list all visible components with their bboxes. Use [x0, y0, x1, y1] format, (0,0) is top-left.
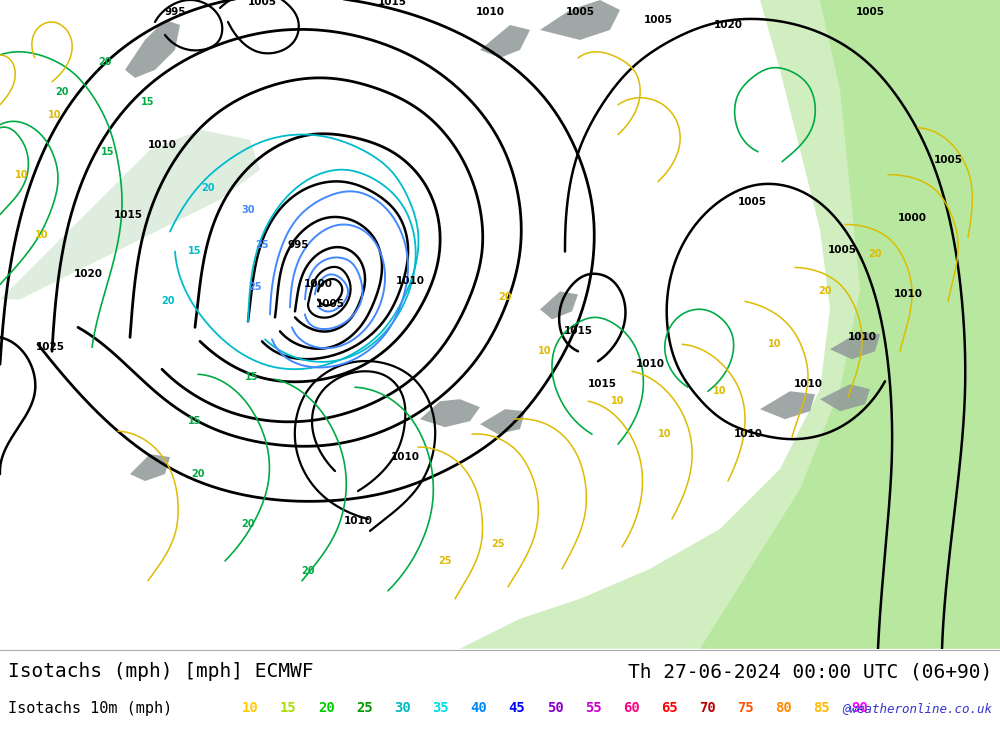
Text: 30: 30	[394, 701, 411, 715]
Text: 1005: 1005	[248, 0, 276, 7]
Polygon shape	[125, 20, 180, 78]
Text: 20: 20	[98, 57, 112, 67]
Text: 1010: 1010	[396, 276, 424, 287]
Text: 25: 25	[438, 556, 452, 566]
Text: 50: 50	[547, 701, 563, 715]
Text: 1005: 1005	[934, 155, 962, 165]
Text: 1010: 1010	[734, 429, 763, 439]
Text: 55: 55	[585, 701, 602, 715]
Text: Th 27-06-2024 00:00 UTC (06+90): Th 27-06-2024 00:00 UTC (06+90)	[628, 662, 992, 681]
Text: 1010: 1010	[848, 332, 876, 342]
Text: 1005: 1005	[828, 245, 856, 254]
Text: 65: 65	[661, 701, 678, 715]
Text: 10: 10	[48, 110, 62, 119]
Polygon shape	[480, 25, 530, 58]
Text: 1015: 1015	[378, 0, 406, 7]
Text: 15: 15	[188, 246, 202, 257]
Polygon shape	[460, 0, 1000, 649]
Text: 995: 995	[287, 240, 309, 249]
Text: Isotachs (mph) [mph] ECMWF: Isotachs (mph) [mph] ECMWF	[8, 662, 314, 681]
Text: 1000: 1000	[304, 279, 332, 290]
Text: 1005: 1005	[738, 196, 767, 207]
Text: 20: 20	[191, 469, 205, 479]
Text: 75: 75	[737, 701, 754, 715]
Text: 45: 45	[509, 701, 525, 715]
Text: 995: 995	[164, 7, 186, 17]
Text: 1000: 1000	[898, 213, 926, 223]
Polygon shape	[130, 454, 170, 481]
Text: 20: 20	[241, 519, 255, 529]
Text: 10: 10	[35, 229, 49, 240]
Text: 20: 20	[55, 86, 69, 97]
Text: 25: 25	[255, 240, 269, 249]
Text: 1005: 1005	[644, 15, 672, 25]
Text: @weatheronline.co.uk: @weatheronline.co.uk	[842, 701, 992, 715]
Polygon shape	[830, 331, 880, 359]
Text: 90: 90	[852, 701, 868, 715]
Text: 30: 30	[241, 205, 255, 215]
Text: 10: 10	[713, 386, 727, 397]
Polygon shape	[540, 0, 620, 40]
Text: 25: 25	[356, 701, 373, 715]
Text: Isotachs 10m (mph): Isotachs 10m (mph)	[8, 701, 172, 715]
Text: 1010: 1010	[390, 452, 420, 462]
Text: 10: 10	[658, 429, 672, 439]
Text: 20: 20	[318, 701, 335, 715]
Text: 20: 20	[818, 287, 832, 296]
Text: 10: 10	[538, 346, 552, 356]
Polygon shape	[820, 384, 870, 411]
Text: 1015: 1015	[588, 379, 616, 389]
Text: 1010: 1010	[794, 379, 822, 389]
Text: 25: 25	[491, 539, 505, 549]
Text: 10: 10	[768, 339, 782, 350]
Text: 35: 35	[432, 701, 449, 715]
Text: 15: 15	[280, 701, 296, 715]
Text: 15: 15	[245, 372, 259, 382]
Text: 20: 20	[301, 566, 315, 576]
Text: 80: 80	[775, 701, 792, 715]
Polygon shape	[540, 292, 578, 320]
Text: 20: 20	[201, 183, 215, 193]
Polygon shape	[700, 0, 1000, 649]
Text: 1010: 1010	[636, 359, 664, 369]
Text: 15: 15	[141, 97, 155, 107]
Text: 25: 25	[248, 282, 262, 292]
Text: 10: 10	[15, 169, 29, 180]
Text: 70: 70	[699, 701, 716, 715]
Text: 1010: 1010	[148, 140, 176, 150]
Text: 40: 40	[470, 701, 487, 715]
Text: 1015: 1015	[114, 210, 143, 220]
Text: 20: 20	[498, 292, 512, 303]
Text: 1025: 1025	[36, 342, 64, 353]
Text: 1020: 1020	[714, 20, 742, 30]
Text: 1005: 1005	[566, 7, 594, 17]
Polygon shape	[420, 399, 480, 427]
Text: 20: 20	[868, 249, 882, 259]
Text: 1010: 1010	[344, 516, 372, 526]
Text: 1010: 1010	[894, 290, 922, 299]
Polygon shape	[0, 130, 260, 299]
Text: 1015: 1015	[564, 326, 592, 336]
Text: 1020: 1020	[74, 270, 103, 279]
Text: 1005: 1005	[856, 7, 885, 17]
Text: 15: 15	[101, 147, 115, 157]
Text: 15: 15	[188, 416, 202, 426]
Text: 1010: 1010	[476, 7, 505, 17]
Text: 60: 60	[623, 701, 640, 715]
Polygon shape	[480, 409, 525, 434]
Text: 20: 20	[161, 296, 175, 306]
Polygon shape	[760, 391, 815, 419]
Text: 85: 85	[814, 701, 830, 715]
Text: 10: 10	[242, 701, 258, 715]
Text: 1005: 1005	[316, 299, 344, 309]
Text: 10: 10	[611, 397, 625, 406]
